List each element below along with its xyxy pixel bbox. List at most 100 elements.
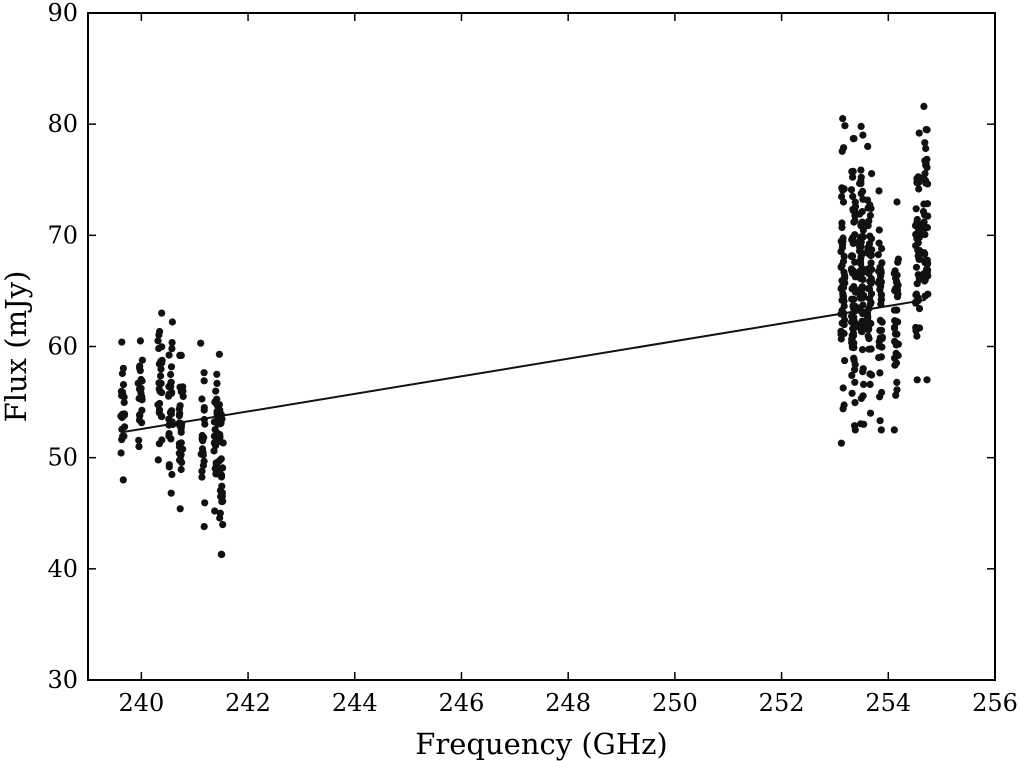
x-tick-label: 256: [972, 689, 1018, 717]
data-point: [839, 281, 847, 289]
data-point: [200, 406, 208, 414]
x-axis-label: Frequency (GHz): [415, 727, 667, 761]
data-point: [201, 499, 209, 507]
data-point: [851, 378, 859, 386]
data-point: [893, 386, 901, 394]
data-point: [155, 331, 163, 339]
data-point: [218, 550, 226, 559]
data-point: [201, 420, 209, 428]
data-point: [919, 208, 928, 216]
data-point: [912, 205, 920, 213]
data-point: [857, 166, 865, 174]
data-point: [218, 489, 226, 497]
data-point: [867, 319, 875, 328]
x-tick-label: 244: [332, 689, 378, 717]
data-point: [200, 433, 208, 441]
data-point: [858, 208, 866, 216]
data-point: [118, 369, 126, 378]
data-point: [923, 376, 931, 384]
data-point: [197, 339, 205, 347]
data-point: [865, 240, 874, 248]
data-point: [894, 340, 903, 348]
data-point: [215, 350, 223, 358]
data-point: [923, 126, 931, 134]
data-point: [210, 439, 218, 447]
data-point: [894, 281, 902, 289]
x-tick-label: 252: [759, 689, 805, 717]
data-point: [921, 170, 929, 178]
data-point: [211, 426, 219, 434]
data-point: [857, 220, 865, 228]
data-point: [857, 243, 865, 251]
data-point: [892, 349, 900, 357]
data-point: [837, 330, 845, 338]
y-tick-label: 80: [47, 110, 78, 138]
data-point: [877, 426, 885, 434]
data-point: [851, 399, 859, 407]
data-point: [156, 399, 164, 408]
data-points: [117, 102, 932, 559]
data-point: [892, 359, 901, 367]
data-point: [848, 168, 856, 176]
data-point: [878, 259, 886, 267]
data-point: [210, 447, 218, 455]
data-point: [920, 102, 928, 110]
data-point: [921, 231, 929, 239]
data-point: [875, 226, 883, 234]
data-point: [913, 280, 921, 288]
data-point: [155, 344, 163, 353]
data-point: [848, 342, 857, 350]
data-point: [849, 173, 857, 181]
data-point: [848, 371, 856, 379]
data-point: [158, 389, 166, 397]
data-point: [198, 467, 206, 475]
data-point: [920, 218, 928, 226]
data-point: [848, 267, 856, 275]
data-point: [912, 323, 920, 332]
data-point: [154, 456, 162, 464]
data-point: [875, 342, 883, 350]
data-point: [876, 417, 884, 425]
data-point: [857, 173, 865, 181]
data-point: [851, 231, 859, 239]
y-tick-label: 40: [47, 555, 78, 583]
data-point: [921, 157, 929, 165]
data-point: [858, 249, 866, 257]
data-point: [893, 378, 901, 386]
data-point: [858, 283, 866, 291]
y-tick-label: 50: [47, 444, 78, 472]
data-point: [136, 362, 144, 370]
data-point: [857, 269, 865, 277]
data-point: [117, 449, 125, 457]
data-point: [848, 295, 856, 303]
x-tick-label: 250: [652, 689, 698, 717]
data-point: [168, 339, 176, 347]
x-axis: 240 242 244 246 248 250 252 254 256: [118, 13, 1018, 717]
data-point: [176, 505, 184, 513]
data-point: [894, 318, 902, 326]
data-point: [849, 239, 857, 248]
data-point: [840, 275, 848, 283]
y-tick-label: 60: [47, 333, 78, 361]
data-point: [874, 251, 882, 259]
data-point: [913, 179, 921, 187]
data-point: [864, 332, 872, 340]
data-point: [858, 346, 867, 354]
data-point: [841, 357, 849, 365]
data-point: [912, 291, 920, 299]
data-point: [849, 135, 857, 143]
data-point: [838, 219, 846, 227]
data-point: [851, 258, 859, 266]
data-point: [865, 217, 873, 225]
data-point: [158, 359, 166, 367]
y-tick-label: 30: [47, 666, 78, 694]
data-point: [175, 405, 183, 413]
data-point: [865, 345, 873, 353]
x-tick-label: 254: [865, 689, 911, 717]
data-point: [921, 139, 929, 147]
data-point: [890, 426, 898, 434]
data-point: [913, 332, 921, 340]
data-point: [216, 514, 224, 522]
data-point: [921, 224, 929, 232]
data-point: [866, 211, 875, 220]
